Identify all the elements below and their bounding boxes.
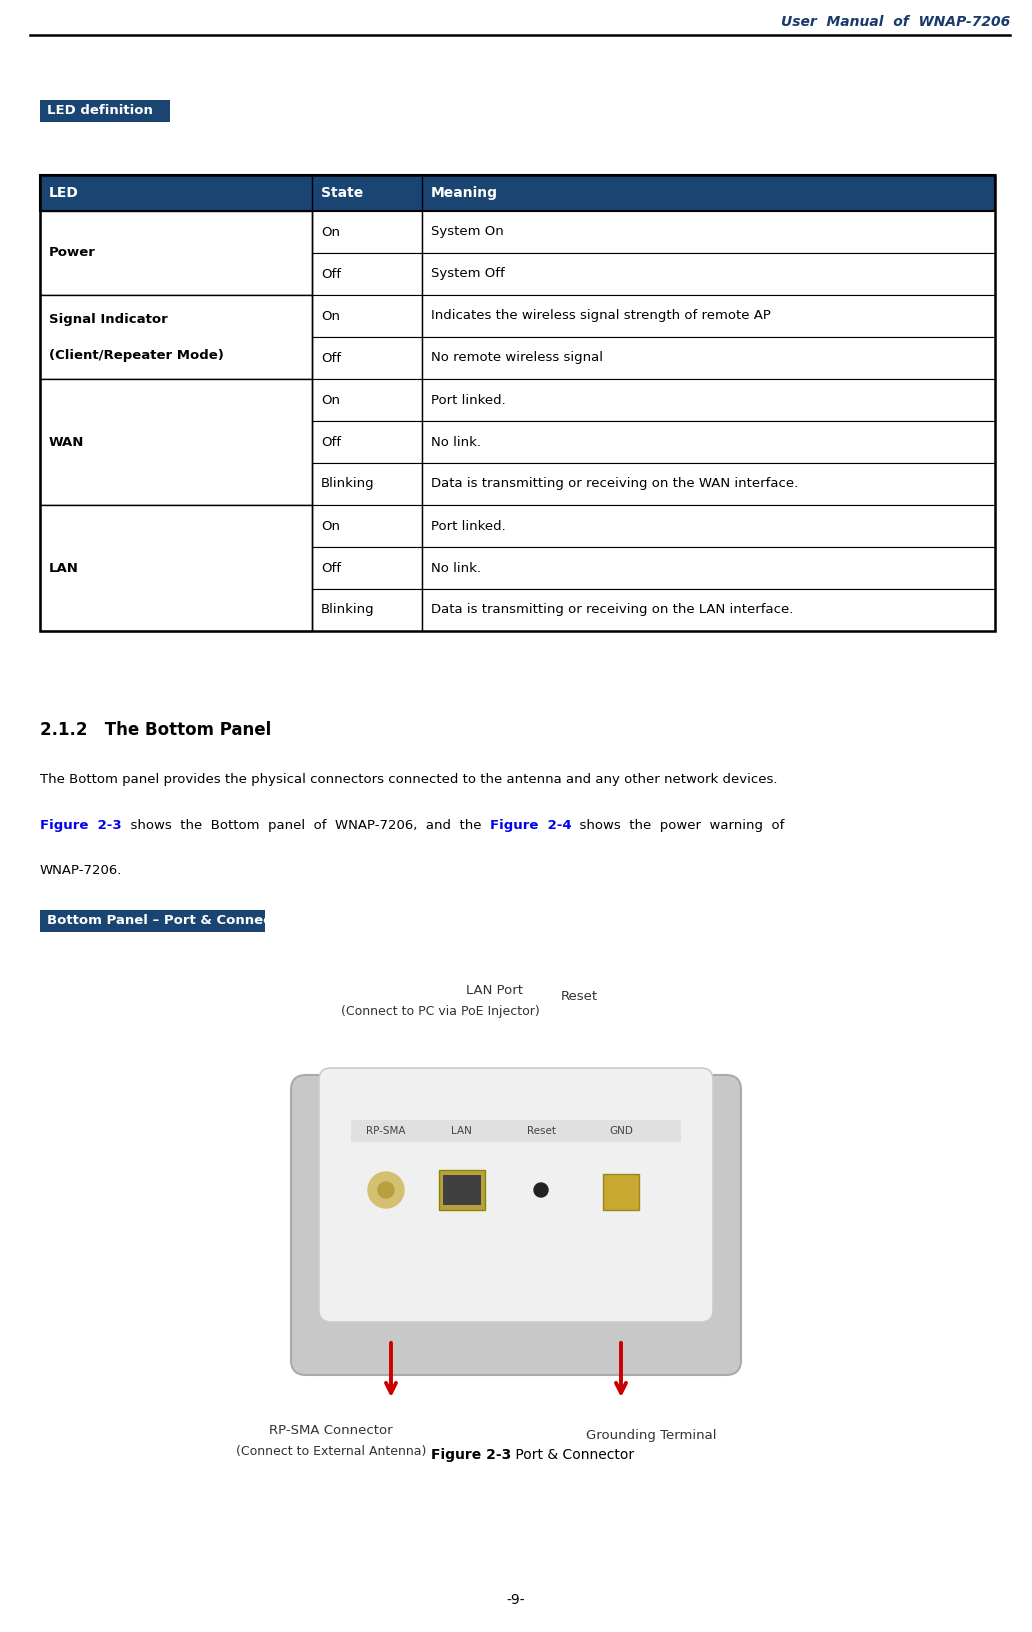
Text: System On: System On: [431, 225, 504, 238]
Circle shape: [534, 1183, 548, 1196]
Text: LAN: LAN: [49, 561, 78, 574]
Bar: [422, 253, 995, 295]
Circle shape: [368, 1172, 404, 1208]
Bar: [603, 1173, 639, 1209]
Bar: [312, 421, 422, 463]
Text: No remote wireless signal: No remote wireless signal: [431, 351, 603, 364]
Text: LED: LED: [49, 186, 78, 201]
Bar: [443, 1175, 481, 1204]
Text: Power: Power: [49, 246, 96, 259]
Bar: [422, 589, 995, 632]
Text: (Connect to External Antenna): (Connect to External Antenna): [236, 1446, 426, 1459]
Bar: [312, 547, 422, 589]
Text: Meaning: Meaning: [431, 186, 498, 201]
Bar: [40, 504, 312, 632]
Bar: [312, 295, 422, 336]
Text: LAN: LAN: [451, 1126, 472, 1136]
Bar: [312, 253, 422, 295]
Text: -9-: -9-: [507, 1593, 525, 1608]
FancyBboxPatch shape: [319, 1067, 713, 1322]
Text: Figure 2-3: Figure 2-3: [430, 1448, 511, 1462]
Bar: [312, 463, 422, 504]
Bar: [422, 336, 995, 379]
Text: Port linked.: Port linked.: [431, 393, 506, 406]
Text: Off: Off: [321, 351, 342, 364]
FancyBboxPatch shape: [291, 1075, 741, 1376]
Bar: [422, 547, 995, 589]
Bar: [422, 463, 995, 504]
Bar: [40, 379, 312, 504]
Text: Data is transmitting or receiving on the LAN interface.: Data is transmitting or receiving on the…: [431, 604, 794, 617]
Text: Data is transmitting or receiving on the WAN interface.: Data is transmitting or receiving on the…: [431, 478, 798, 491]
Text: Reset: Reset: [561, 991, 599, 1004]
Circle shape: [378, 1182, 394, 1198]
Text: No link.: No link.: [431, 436, 481, 449]
Text: On: On: [321, 393, 341, 406]
Text: 2.1.2   The Bottom Panel: 2.1.2 The Bottom Panel: [40, 721, 271, 739]
Text: Blinking: Blinking: [321, 478, 375, 491]
Text: State: State: [321, 186, 363, 201]
Bar: [312, 589, 422, 632]
Text: Reset: Reset: [526, 1126, 555, 1136]
Bar: [40, 100, 170, 122]
Bar: [40, 211, 312, 295]
Text: Signal Indicator

(Client/Repeater Mode): Signal Indicator (Client/Repeater Mode): [49, 312, 224, 362]
Text: On: On: [321, 310, 341, 323]
Text: LED definition: LED definition: [47, 104, 153, 118]
Bar: [312, 336, 422, 379]
Text: Off: Off: [321, 268, 342, 281]
Bar: [312, 379, 422, 421]
Text: User  Manual  of  WNAP-7206: User Manual of WNAP-7206: [781, 15, 1010, 29]
Text: LAN Port: LAN Port: [466, 984, 523, 997]
Bar: [422, 379, 995, 421]
Bar: [351, 1120, 681, 1142]
Text: No link.: No link.: [431, 561, 481, 574]
Text: Bottom Panel – Port & Connector: Bottom Panel – Port & Connector: [47, 914, 293, 927]
Text: WNAP-7206.: WNAP-7206.: [40, 863, 123, 876]
Text: shows  the  Bottom  panel  of  WNAP-7206,  and  the: shows the Bottom panel of WNAP-7206, and…: [122, 819, 489, 831]
Text: Off: Off: [321, 561, 342, 574]
Text: System Off: System Off: [431, 268, 505, 281]
Text: On: On: [321, 225, 341, 238]
Text: RP-SMA: RP-SMA: [366, 1126, 406, 1136]
Text: (Connect to PC via PoE Injector): (Connect to PC via PoE Injector): [341, 1005, 540, 1018]
Bar: [312, 504, 422, 547]
Bar: [422, 211, 995, 253]
Text: Off: Off: [321, 436, 342, 449]
Bar: [40, 911, 265, 932]
Bar: [312, 211, 422, 253]
Text: Port linked.: Port linked.: [431, 519, 506, 532]
Bar: [439, 1170, 485, 1209]
Text: Blinking: Blinking: [321, 604, 375, 617]
Text: WAN: WAN: [49, 436, 85, 449]
Text: shows  the  power  warning  of: shows the power warning of: [572, 819, 784, 831]
Text: Figure  2-3: Figure 2-3: [40, 819, 122, 831]
Bar: [40, 175, 995, 632]
Text: Port & Connector: Port & Connector: [511, 1448, 634, 1462]
Text: GND: GND: [609, 1126, 633, 1136]
Text: Figure  2-4: Figure 2-4: [489, 819, 572, 831]
Bar: [422, 421, 995, 463]
Bar: [422, 295, 995, 336]
Text: Grounding Terminal: Grounding Terminal: [586, 1428, 716, 1441]
Text: RP-SMA Connector: RP-SMA Connector: [269, 1423, 393, 1436]
Text: Indicates the wireless signal strength of remote AP: Indicates the wireless signal strength o…: [431, 310, 771, 323]
Bar: [422, 504, 995, 547]
Text: On: On: [321, 519, 341, 532]
Bar: [40, 295, 312, 379]
Text: The Bottom panel provides the physical connectors connected to the antenna and a: The Bottom panel provides the physical c…: [40, 774, 777, 787]
Bar: [40, 175, 995, 211]
